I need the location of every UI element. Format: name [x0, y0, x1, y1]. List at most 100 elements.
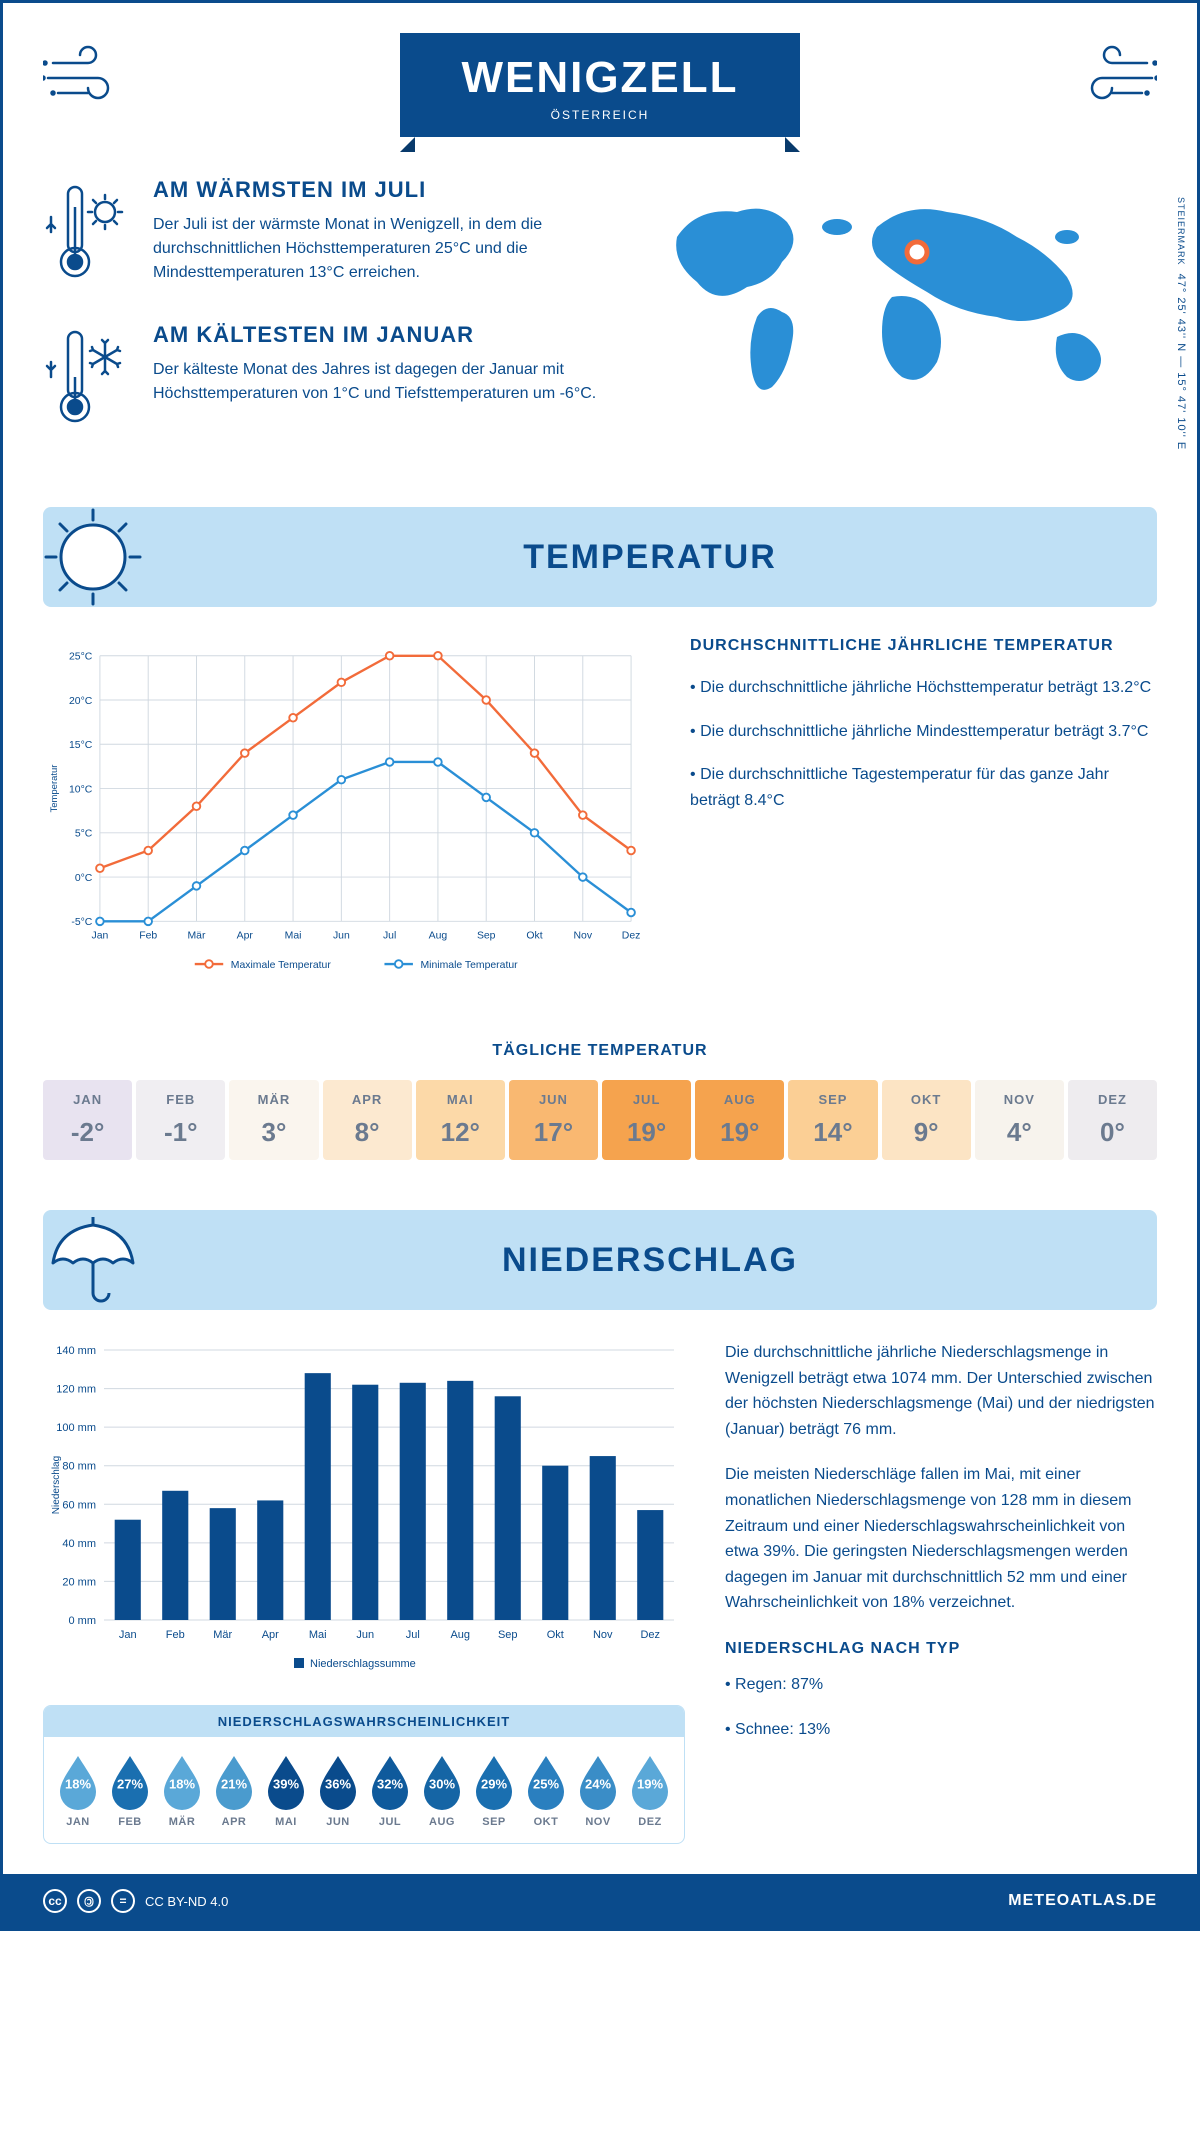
- svg-text:120 mm: 120 mm: [56, 1384, 96, 1396]
- svg-text:0 mm: 0 mm: [69, 1615, 97, 1627]
- svg-text:15°C: 15°C: [69, 740, 93, 751]
- probability-cell: 32%JUL: [366, 1752, 414, 1828]
- svg-text:Apr: Apr: [237, 930, 254, 941]
- precip-para: Die meisten Niederschläge fallen im Mai,…: [725, 1462, 1157, 1616]
- cold-block: AM KÄLTESTEN IM JANUAR Der kälteste Mona…: [43, 322, 597, 437]
- svg-text:40 mm: 40 mm: [62, 1538, 96, 1550]
- warm-title: AM WÄRMSTEN IM JULI: [153, 177, 597, 203]
- daily-temp-cell: DEZ0°: [1068, 1080, 1157, 1160]
- svg-text:20 mm: 20 mm: [62, 1576, 96, 1588]
- temp-bullet: • Die durchschnittliche Tagestemperatur …: [690, 762, 1157, 813]
- precip-info: Die durchschnittliche jährliche Niedersc…: [725, 1340, 1157, 1844]
- header: WENIGZELL ÖSTERREICH: [43, 33, 1157, 137]
- svg-text:Aug: Aug: [429, 930, 448, 941]
- svg-text:Jul: Jul: [406, 1629, 420, 1641]
- precip-row: 0 mm20 mm40 mm60 mm80 mm100 mm120 mm140 …: [43, 1340, 1157, 1844]
- precip-chart: 0 mm20 mm40 mm60 mm80 mm100 mm120 mm140 …: [43, 1340, 685, 1685]
- svg-text:25°C: 25°C: [69, 652, 93, 663]
- sun-icon: [33, 497, 153, 617]
- world-map: STEIERMARK 47° 25' 43'' N — 15° 47' 10''…: [637, 177, 1157, 467]
- daily-temp-cell: OKT9°: [882, 1080, 971, 1160]
- country-label: ÖSTERREICH: [460, 108, 740, 122]
- svg-text:Okt: Okt: [547, 1629, 564, 1641]
- svg-text:Dez: Dez: [640, 1629, 660, 1641]
- precip-section-head: NIEDERSCHLAG: [43, 1210, 1157, 1310]
- svg-text:20°C: 20°C: [69, 696, 93, 707]
- svg-text:Niederschlagssumme: Niederschlagssumme: [310, 1658, 416, 1670]
- svg-text:140 mm: 140 mm: [56, 1345, 96, 1357]
- cold-title: AM KÄLTESTEN IM JANUAR: [153, 322, 597, 348]
- svg-text:Sep: Sep: [498, 1629, 518, 1641]
- nd-icon: =: [111, 1889, 135, 1913]
- svg-text:Maximale Temperatur: Maximale Temperatur: [231, 960, 332, 971]
- svg-text:Okt: Okt: [526, 930, 542, 941]
- daily-temp-cell: JAN-2°: [43, 1080, 132, 1160]
- precip-para: Die durchschnittliche jährliche Niedersc…: [725, 1340, 1157, 1442]
- precip-type-bullet: • Regen: 87%: [725, 1672, 1157, 1698]
- probability-cell: 18%MÄR: [158, 1752, 206, 1828]
- svg-text:Mär: Mär: [188, 930, 206, 941]
- by-icon: 🄯: [77, 1889, 101, 1913]
- probability-cell: 24%NOV: [574, 1752, 622, 1828]
- title-banner: WENIGZELL ÖSTERREICH: [400, 33, 800, 137]
- daily-temp-cell: SEP14°: [788, 1080, 877, 1160]
- temperature-chart: -5°C0°C5°C10°C15°C20°C25°CJanFebMärAprMa…: [43, 637, 650, 1002]
- warm-block: AM WÄRMSTEN IM JULI Der Juli ist der wär…: [43, 177, 597, 292]
- daily-temp-cell: MÄR3°: [229, 1080, 318, 1160]
- wind-icon: [1067, 43, 1157, 118]
- umbrella-icon: [33, 1200, 153, 1320]
- daily-temp-cell: NOV4°: [975, 1080, 1064, 1160]
- daily-temp-cell: JUN17°: [509, 1080, 598, 1160]
- wind-icon: [43, 43, 133, 118]
- precip-title: NIEDERSCHLAG: [173, 1241, 1127, 1280]
- temperature-section-head: TEMPERATUR: [43, 507, 1157, 607]
- svg-text:Aug: Aug: [450, 1629, 470, 1641]
- probability-cell: 18%JAN: [54, 1752, 102, 1828]
- city-title: WENIGZELL: [460, 53, 740, 103]
- svg-text:100 mm: 100 mm: [56, 1422, 96, 1434]
- cc-icon: cc: [43, 1889, 67, 1913]
- daily-temp-cell: AUG19°: [695, 1080, 784, 1160]
- temp-bullet: • Die durchschnittliche jährliche Mindes…: [690, 719, 1157, 745]
- info-section: AM WÄRMSTEN IM JULI Der Juli ist der wär…: [43, 177, 1157, 467]
- thermometer-snow-icon: [43, 322, 133, 437]
- probability-cell: 39%MAI: [262, 1752, 310, 1828]
- footer: cc 🄯 = CC BY-ND 4.0 METEOATLAS.DE: [3, 1874, 1197, 1928]
- precip-type-bullet: • Schnee: 13%: [725, 1717, 1157, 1743]
- svg-text:Mai: Mai: [285, 930, 302, 941]
- daily-temp-cell: JUL19°: [602, 1080, 691, 1160]
- temperature-info: DURCHSCHNITTLICHE JÄHRLICHE TEMPERATUR •…: [690, 637, 1157, 1002]
- precip-type-title: NIEDERSCHLAG NACH TYP: [725, 1636, 1157, 1662]
- temperature-title: TEMPERATUR: [173, 538, 1127, 577]
- coords-label: STEIERMARK 47° 25' 43'' N — 15° 47' 10''…: [1175, 197, 1187, 450]
- warm-text: Der Juli ist der wärmste Monat in Wenigz…: [153, 213, 597, 285]
- svg-text:10°C: 10°C: [69, 784, 93, 795]
- svg-text:Jun: Jun: [333, 930, 350, 941]
- svg-text:Jan: Jan: [119, 1629, 137, 1641]
- svg-text:Sep: Sep: [477, 930, 496, 941]
- svg-text:Jul: Jul: [383, 930, 396, 941]
- svg-text:Dez: Dez: [622, 930, 641, 941]
- probability-cell: 21%APR: [210, 1752, 258, 1828]
- svg-text:Nov: Nov: [574, 930, 593, 941]
- probability-title: NIEDERSCHLAGSWAHRSCHEINLICHKEIT: [44, 1706, 684, 1737]
- temperature-row: -5°C0°C5°C10°C15°C20°C25°CJanFebMärAprMa…: [43, 637, 1157, 1002]
- svg-text:-5°C: -5°C: [71, 917, 92, 928]
- svg-text:Mär: Mär: [213, 1629, 232, 1641]
- probability-cell: 29%SEP: [470, 1752, 518, 1828]
- infographic-page: WENIGZELL ÖSTERREICH AM WÄRMSTEN IM JULI…: [0, 0, 1200, 1931]
- svg-text:0°C: 0°C: [75, 873, 93, 884]
- thermometer-sun-icon: [43, 177, 133, 292]
- probability-cell: 19%DEZ: [626, 1752, 674, 1828]
- svg-text:60 mm: 60 mm: [62, 1499, 96, 1511]
- svg-text:Jun: Jun: [356, 1629, 374, 1641]
- probability-cell: 27%FEB: [106, 1752, 154, 1828]
- daily-temp-cell: MAI12°: [416, 1080, 505, 1160]
- temp-info-title: DURCHSCHNITTLICHE JÄHRLICHE TEMPERATUR: [690, 637, 1157, 655]
- daily-temp-grid: JAN-2°FEB-1°MÄR3°APR8°MAI12°JUN17°JUL19°…: [43, 1080, 1157, 1160]
- brand-text: METEOATLAS.DE: [1008, 1892, 1157, 1910]
- svg-text:Jan: Jan: [92, 930, 109, 941]
- temp-bullet: • Die durchschnittliche jährliche Höchst…: [690, 675, 1157, 701]
- daily-temp-cell: APR8°: [323, 1080, 412, 1160]
- svg-text:Apr: Apr: [262, 1629, 279, 1641]
